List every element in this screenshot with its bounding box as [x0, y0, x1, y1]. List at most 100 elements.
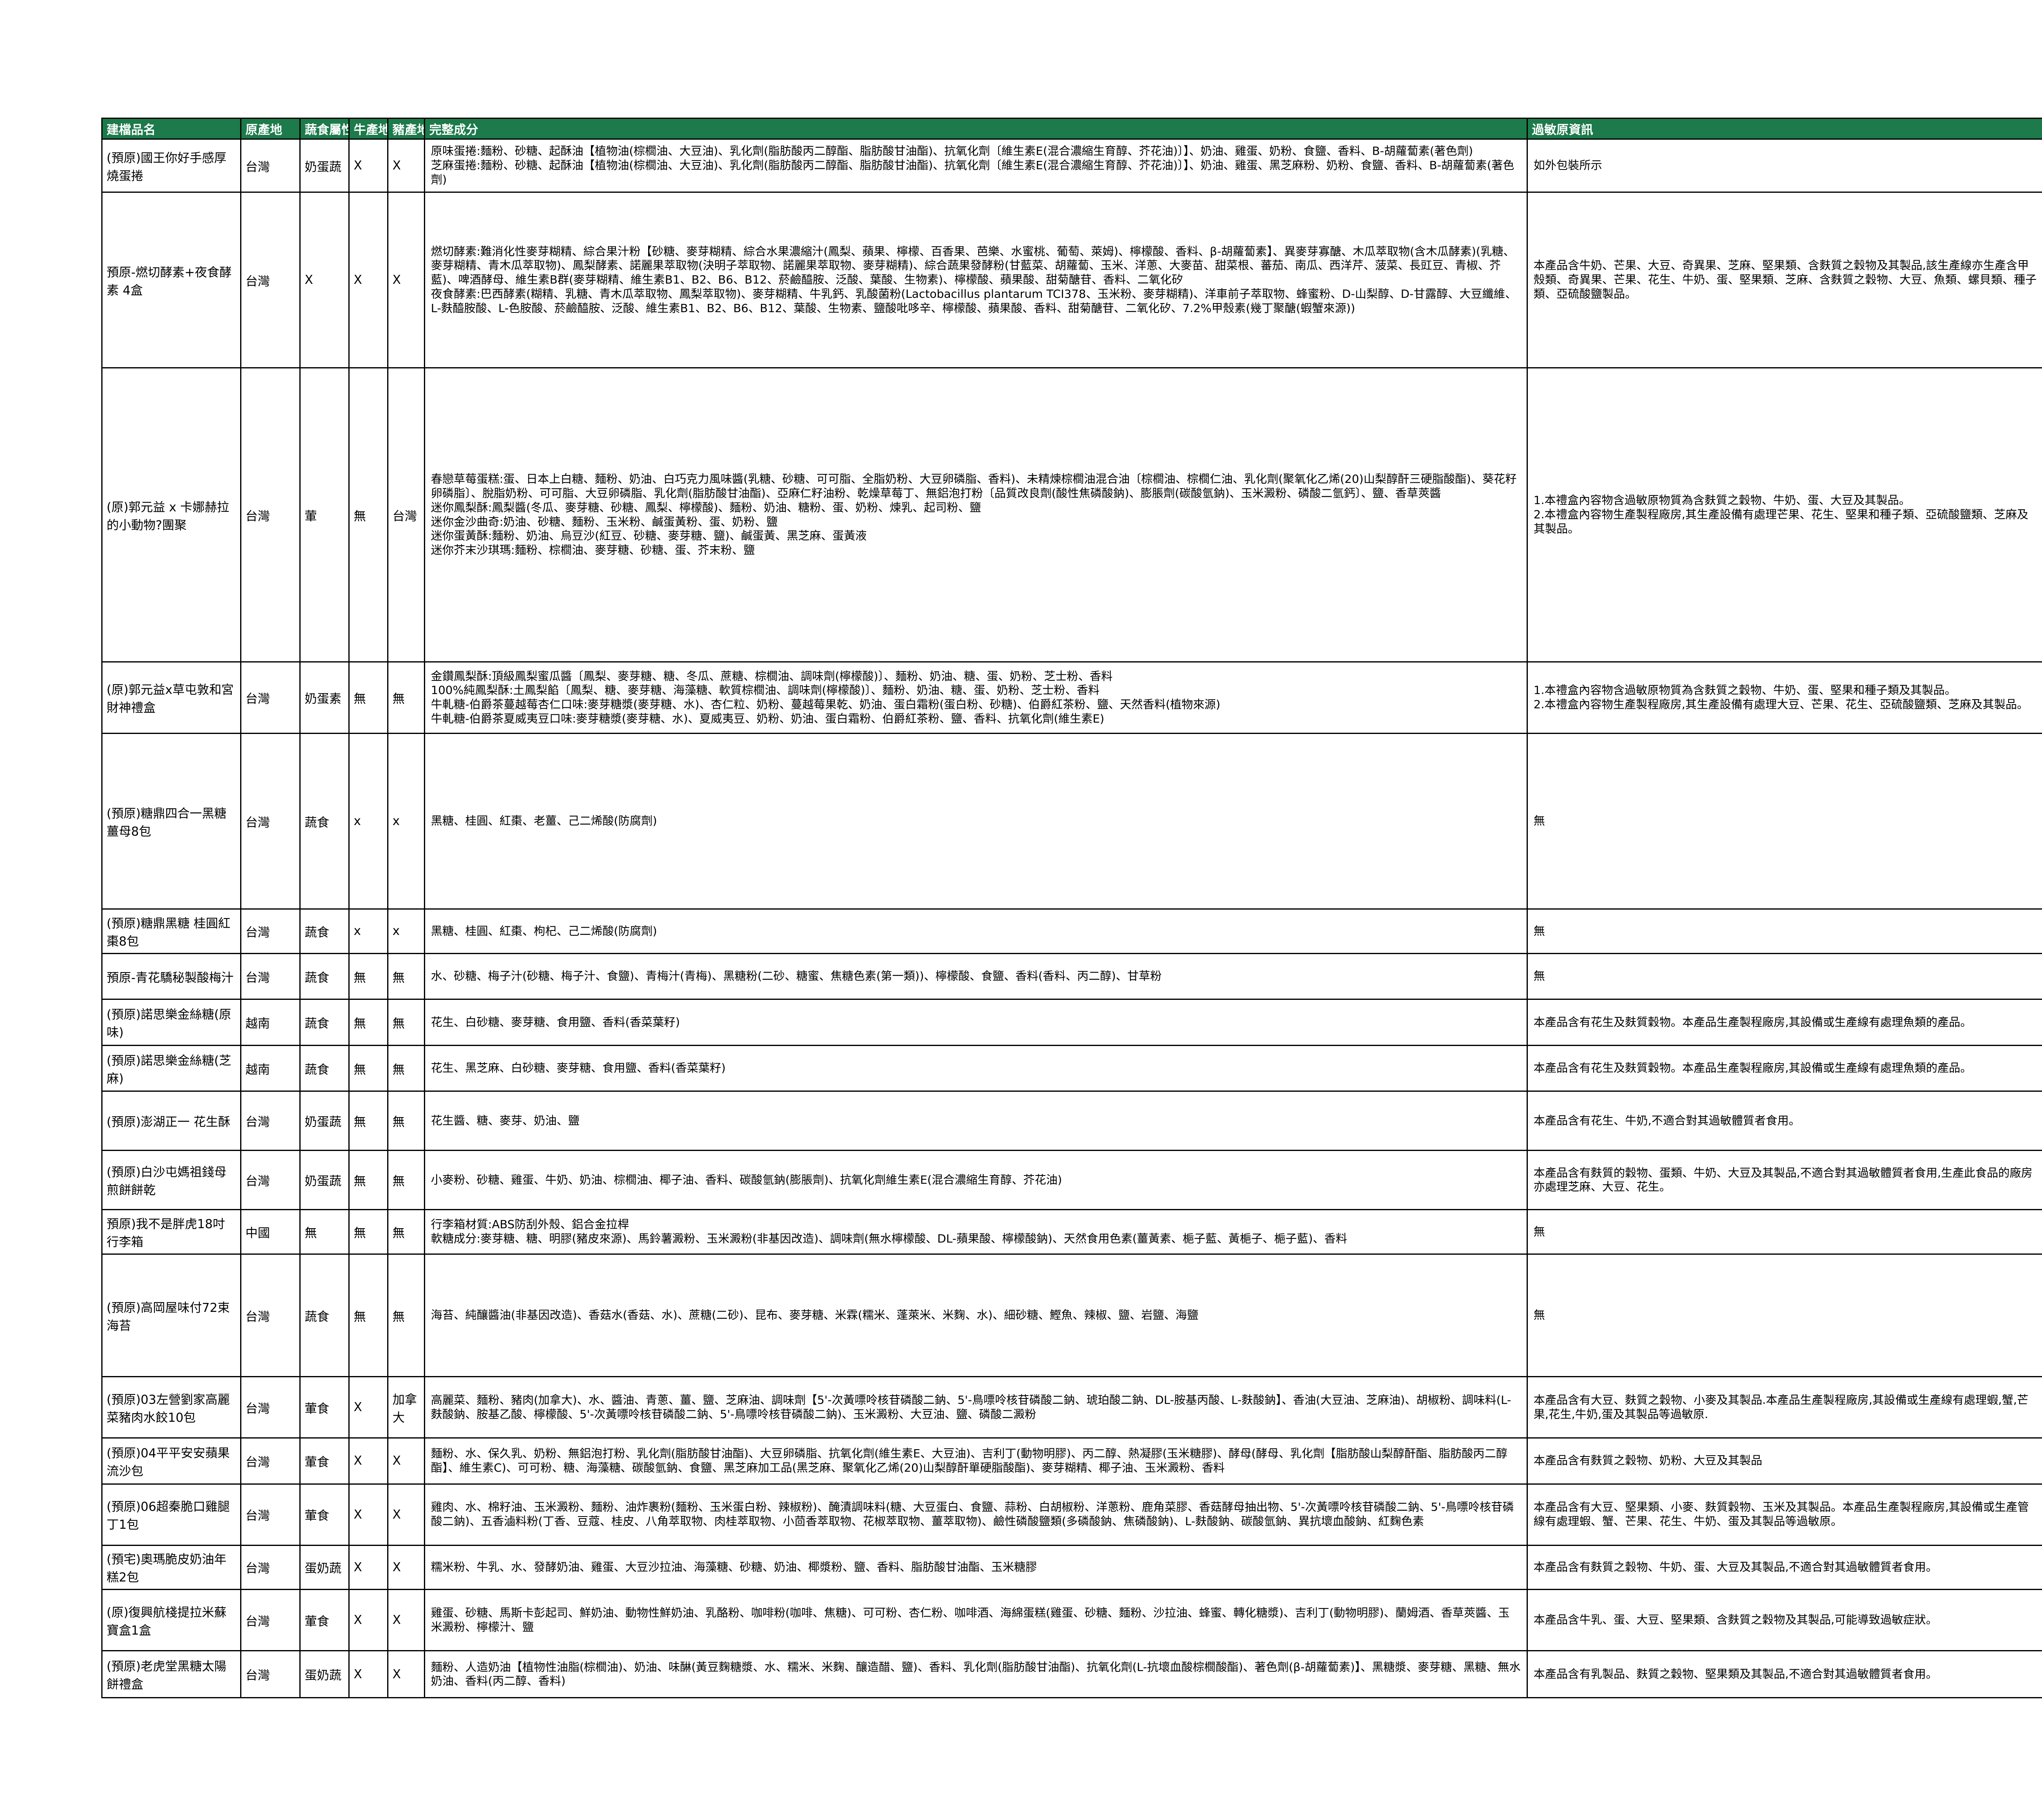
cell-product-name: (預原)老虎堂黑糖太陽餅禮盒	[101, 1650, 241, 1699]
cell-ingredients: 海苔、純釀醬油(非基因改造)、香菇水(香菇、水)、蔗糖(二砂)、昆布、麥芽糖、米…	[424, 1253, 1528, 1377]
cell-ingredients: 雞肉、水、棉籽油、玉米澱粉、麵粉、油炸裹粉(麵粉、玉米蛋白粉、辣椒粉)、醃漬調味…	[424, 1483, 1528, 1546]
cell-allergen-info: 本產品含有花生及麩質穀物。本產品生產製程廠房,其設備或生產線有處理魚類的產品。	[1527, 1044, 2042, 1092]
cell-origin: 台灣	[240, 1253, 301, 1377]
cell-product-name: (預原)白沙屯媽祖錢母煎餅餅乾	[101, 1150, 241, 1211]
col-pork-origin: 豬產地	[387, 118, 425, 140]
table-body: (預原)國王你好手感厚燒蛋捲 台灣 奶蛋蔬 X X 原味蛋捲:麵粉、砂糖、起酥油…	[101, 138, 2042, 1699]
cell-origin: 台灣	[240, 733, 301, 910]
cell-product-name: (預原)糖鼎黑糖 桂圓紅棗8包	[101, 908, 241, 954]
table-row: (原)郭元益 x 卡娜赫拉的小動物?團聚 台灣 葷 無 台灣 春戀草莓蛋糕:蛋、…	[101, 367, 2042, 662]
cell-ingredients: 小麥粉、砂糖、雞蛋、牛奶、奶油、棕櫚油、椰子油、香料、碳酸氫鈉(膨脹劑)、抗氧化…	[424, 1150, 1528, 1211]
cell-product-name: (預原)諾思樂金絲糖(原味)	[101, 999, 241, 1046]
cell-pork-origin: X	[387, 1483, 425, 1546]
cell-pork-origin: 無	[387, 1044, 425, 1092]
cell-veg-type: 蔬食	[299, 1044, 350, 1092]
cell-ingredients: 麵粉、水、保久乳、奶粉、無鋁泡打粉、乳化劑(脂肪酸甘油酯)、大豆卵磷脂、抗氧化劑…	[424, 1437, 1528, 1485]
cell-pork-origin: 無	[387, 999, 425, 1046]
cell-beef-origin: X	[348, 192, 388, 368]
cell-ingredients: 麵粉、人造奶油【植物性油脂(棕櫚油)、奶油、味醂(黃豆麴糖漿、水、糯米、米麴、釀…	[424, 1650, 1528, 1699]
cell-allergen-info: 如外包裝所示	[1527, 138, 2042, 193]
col-allergen-info: 過敏原資訊	[1527, 118, 2042, 140]
cell-pork-origin: 無	[387, 1209, 425, 1255]
cell-allergen-info: 無	[1527, 733, 2042, 910]
cell-pork-origin: 無	[387, 952, 425, 1000]
cell-ingredients: 原味蛋捲:麵粉、砂糖、起酥油【植物油(棕櫚油、大豆油)、乳化劑(脂肪酸丙二醇酯、…	[424, 138, 1528, 193]
cell-veg-type: 葷食	[299, 1483, 350, 1546]
cell-ingredients: 金鑽鳳梨酥:頂級鳳梨蜜瓜醬〔鳳梨、麥芽糖、糖、冬瓜、蔗糖、棕櫚油、調味劑(檸檬酸…	[424, 661, 1528, 734]
table-row: 預原-燃切酵素+夜食酵素 4盒 台灣 X X X 燃切酵素:難消化性麥芽糊精、綜…	[101, 192, 2042, 368]
cell-product-name: (預原)高岡屋味付72束海苔	[101, 1253, 241, 1377]
cell-ingredients: 高麗菜、麵粉、豬肉(加拿大)、水、醬油、青蔥、薑、鹽、芝麻油、調味劑【5'-次黃…	[424, 1376, 1528, 1439]
cell-allergen-info: 本產品含有大豆、麩質之穀物、小麥及其製品.本產品生產製程廠房,其設備或生產線有處…	[1527, 1376, 2042, 1439]
cell-veg-type: 蛋奶蔬	[299, 1650, 350, 1699]
cell-ingredients: 黑糖、桂圓、紅棗、枸杞、己二烯酸(防腐劑)	[424, 908, 1528, 954]
cell-beef-origin: X	[348, 138, 388, 193]
cell-beef-origin: 無	[348, 952, 388, 1000]
table-row: (預原)白沙屯媽祖錢母煎餅餅乾 台灣 奶蛋蔬 無 無 小麥粉、砂糖、雞蛋、牛奶、…	[101, 1150, 2042, 1211]
cell-product-name: (預原)糖鼎四合一黑糖薑母8包	[101, 733, 241, 910]
cell-ingredients: 春戀草莓蛋糕:蛋、日本上白糖、麵粉、奶油、白巧克力風味醬(乳糖、砂糖、可可脂、全…	[424, 367, 1528, 662]
cell-ingredients: 糯米粉、牛乳、水、發酵奶油、雞蛋、大豆沙拉油、海藻糖、砂糖、奶油、椰漿粉、鹽、香…	[424, 1544, 1528, 1590]
cell-product-name: (原)復興航棧提拉米蘇寶盒1盒	[101, 1589, 241, 1652]
col-beef-origin: 牛產地	[348, 118, 388, 140]
cell-veg-type: 無	[299, 1209, 350, 1255]
cell-origin: 中國	[240, 1209, 301, 1255]
cell-allergen-info: 本產品含有麩質之穀物、牛奶、蛋、大豆及其製品,不適合對其過敏體質者食用。	[1527, 1544, 2042, 1590]
cell-pork-origin: x	[387, 733, 425, 910]
col-product-name: 建檔品名	[101, 118, 241, 140]
cell-allergen-info: 本產品含有大豆、堅果類、小麥、麩質穀物、玉米及其製品。本產品生產製程廠房,其設備…	[1527, 1483, 2042, 1546]
cell-beef-origin: x	[348, 908, 388, 954]
cell-allergen-info: 本產品含牛奶、芒果、大豆、奇異果、芝麻、堅果類、含麩質之穀物及其製品,該生產線亦…	[1527, 192, 2042, 368]
table-row: (預原)諾思樂金絲糖(原味) 越南 蔬食 無 無 花生、白砂糖、麥芽糖、食用鹽、…	[101, 999, 2042, 1046]
cell-origin: 台灣	[240, 192, 301, 368]
cell-product-name: (原)郭元益x草屯敦和宮財神禮盒	[101, 661, 241, 734]
cell-veg-type: 奶蛋素	[299, 661, 350, 734]
cell-product-name: (預原)04平平安安蘋果流沙包	[101, 1437, 241, 1485]
table-row: (預宅)奧瑪脆皮奶油年糕2包 台灣 蛋奶蔬 X X 糯米粉、牛乳、水、發酵奶油、…	[101, 1544, 2042, 1590]
cell-pork-origin: 無	[387, 1253, 425, 1377]
cell-pork-origin: 無	[387, 1150, 425, 1211]
cell-ingredients: 花生、黑芝麻、白砂糖、麥芽糖、食用鹽、香料(香菜葉籽)	[424, 1044, 1528, 1092]
cell-beef-origin: X	[348, 1544, 388, 1590]
cell-beef-origin: 無	[348, 999, 388, 1046]
cell-veg-type: 葷	[299, 367, 350, 662]
cell-allergen-info: 本產品含有花生、牛奶,不適合對其過敏體質者食用。	[1527, 1091, 2042, 1151]
data-table: 建檔品名 原產地 蔬食屬性 牛產地 豬產地 完整成分 過敏原資訊 國內製造商/進…	[101, 118, 2042, 1699]
table-row: (預原)澎湖正一 花生酥 台灣 奶蛋蔬 無 無 花生醬、糖、麥芽、奶油、鹽 本產…	[101, 1091, 2042, 1151]
cell-origin: 台灣	[240, 1150, 301, 1211]
cell-veg-type: 葷食	[299, 1589, 350, 1652]
cell-beef-origin: 無	[348, 661, 388, 734]
table-row: (預原)糖鼎四合一黑糖薑母8包 台灣 蔬食 x x 黑糖、桂圓、紅棗、老薑、己二…	[101, 733, 2042, 910]
cell-origin: 台灣	[240, 1091, 301, 1151]
cell-veg-type: 蛋奶蔬	[299, 1544, 350, 1590]
table-row: 預原)我不是胖虎18吋行李箱 中國 無 無 無 行李箱材質:ABS防刮外殼、鋁合…	[101, 1209, 2042, 1255]
cell-allergen-info: 本產品含有花生及麩質穀物。本產品生產製程廠房,其設備或生產線有處理魚類的產品。	[1527, 999, 2042, 1046]
cell-beef-origin: 無	[348, 1253, 388, 1377]
cell-beef-origin: 無	[348, 367, 388, 662]
cell-product-name: (原)郭元益 x 卡娜赫拉的小動物?團聚	[101, 367, 241, 662]
table-row: (預原)04平平安安蘋果流沙包 台灣 葷食 X X 麵粉、水、保久乳、奶粉、無鋁…	[101, 1437, 2042, 1485]
cell-origin: 台灣	[240, 1376, 301, 1439]
cell-veg-type: 葷食	[299, 1437, 350, 1485]
cell-origin: 越南	[240, 1044, 301, 1092]
cell-origin: 台灣	[240, 1544, 301, 1590]
cell-beef-origin: x	[348, 733, 388, 910]
cell-veg-type: 蔬食	[299, 1253, 350, 1377]
cell-beef-origin: X	[348, 1437, 388, 1485]
cell-allergen-info: 本產品含有麩質之穀物、奶粉、大豆及其製品	[1527, 1437, 2042, 1485]
cell-pork-origin: X	[387, 192, 425, 368]
cell-veg-type: 奶蛋蔬	[299, 1091, 350, 1151]
table-row: (預原)03左營劉家高麗菜豬肉水餃10包 台灣 葷食 X 加拿大 高麗菜、麵粉、…	[101, 1376, 2042, 1439]
cell-origin: 台灣	[240, 138, 301, 193]
cell-pork-origin: x	[387, 908, 425, 954]
cell-beef-origin: 無	[348, 1209, 388, 1255]
cell-ingredients: 雞蛋、砂糖、馬斯卡彭起司、鮮奶油、動物性鮮奶油、乳酪粉、咖啡粉(咖啡、焦糖)、可…	[424, 1589, 1528, 1652]
cell-veg-type: 蔬食	[299, 733, 350, 910]
col-ingredients: 完整成分	[424, 118, 1528, 140]
cell-pork-origin: X	[387, 1589, 425, 1652]
col-veg-type: 蔬食屬性	[299, 118, 350, 140]
cell-product-name: (預原)03左營劉家高麗菜豬肉水餃10包	[101, 1376, 241, 1439]
cell-pork-origin: 無	[387, 1091, 425, 1151]
table-header: 建檔品名 原產地 蔬食屬性 牛產地 豬產地 完整成分 過敏原資訊 國內製造商/進…	[101, 118, 2042, 140]
